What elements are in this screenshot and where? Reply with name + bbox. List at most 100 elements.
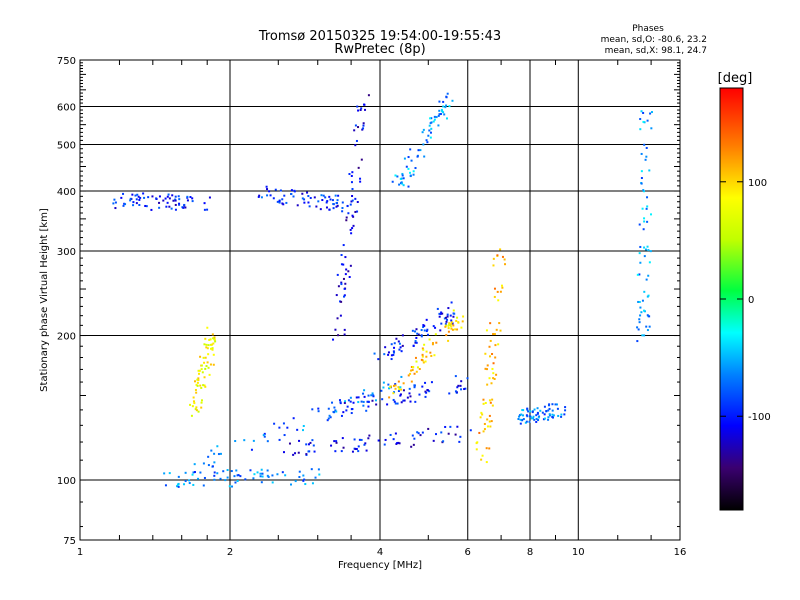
data-point — [488, 420, 491, 423]
data-point — [271, 481, 274, 484]
data-point — [501, 255, 504, 258]
data-point — [642, 228, 645, 231]
data-point — [496, 290, 499, 293]
data-point — [427, 134, 430, 137]
data-point — [349, 264, 352, 267]
data-point — [345, 268, 348, 271]
data-point — [547, 404, 550, 407]
data-point — [452, 309, 455, 312]
data-point — [145, 205, 148, 208]
data-point — [351, 227, 354, 230]
data-point — [166, 201, 169, 204]
data-point — [469, 429, 472, 432]
data-point — [488, 399, 491, 402]
data-point — [351, 450, 354, 453]
data-point — [642, 111, 645, 114]
data-point — [211, 347, 214, 350]
data-point — [430, 117, 433, 120]
data-point — [138, 198, 141, 201]
y-tick-label: 500 — [57, 141, 76, 152]
data-point — [428, 124, 431, 127]
data-point — [306, 191, 309, 194]
data-point — [342, 446, 345, 449]
data-point — [407, 185, 410, 188]
data-point — [413, 386, 416, 389]
data-point — [143, 196, 146, 199]
data-point — [224, 479, 227, 482]
data-point — [438, 100, 441, 103]
data-point — [342, 244, 345, 247]
data-point — [400, 350, 403, 353]
data-point — [122, 204, 125, 207]
data-point — [435, 341, 438, 344]
data-point — [292, 195, 295, 198]
data-point — [455, 319, 458, 322]
data-point — [368, 434, 371, 437]
data-point — [303, 198, 306, 201]
data-point — [184, 471, 187, 474]
data-point — [547, 418, 550, 421]
data-point — [425, 391, 428, 394]
data-point — [433, 118, 436, 121]
data-point — [263, 432, 266, 435]
data-point — [486, 425, 489, 428]
data-point — [491, 404, 494, 407]
data-point — [206, 361, 209, 364]
data-point — [259, 472, 262, 475]
data-point — [162, 199, 165, 202]
data-point — [334, 194, 337, 197]
data-point — [243, 439, 246, 442]
data-point — [646, 119, 649, 122]
data-point — [366, 400, 369, 403]
data-point — [454, 390, 457, 393]
data-point — [646, 205, 649, 208]
data-point — [397, 340, 400, 343]
data-point — [445, 117, 448, 120]
data-point — [649, 250, 652, 253]
colorbar-tick-label: 100 — [748, 178, 767, 189]
data-point — [408, 392, 411, 395]
data-point — [356, 210, 359, 213]
data-point — [410, 365, 413, 368]
data-point — [412, 443, 415, 446]
data-point — [290, 189, 293, 192]
data-point — [643, 255, 646, 258]
data-point — [493, 295, 496, 298]
data-point — [431, 342, 434, 345]
data-point — [392, 392, 395, 395]
data-point — [436, 307, 439, 310]
data-point — [260, 468, 263, 471]
data-point — [456, 328, 459, 331]
data-point — [174, 195, 177, 198]
data-point — [327, 417, 330, 420]
data-point — [362, 122, 365, 125]
data-point — [178, 198, 181, 201]
data-point — [193, 463, 196, 466]
data-point — [200, 399, 203, 402]
data-point — [361, 128, 364, 131]
data-point — [346, 405, 349, 408]
data-point — [430, 354, 433, 357]
data-point — [332, 338, 335, 341]
x-tick-label: 10 — [572, 547, 585, 558]
data-point — [307, 195, 310, 198]
data-point — [641, 207, 644, 210]
data-point — [341, 437, 344, 440]
data-point — [409, 395, 412, 398]
data-point — [462, 315, 465, 318]
data-point — [488, 377, 491, 380]
data-point — [398, 348, 401, 351]
data-point — [415, 341, 418, 344]
data-point — [399, 386, 402, 389]
data-point — [412, 365, 415, 368]
data-point — [464, 387, 467, 390]
data-point — [638, 273, 641, 276]
data-point — [488, 447, 491, 450]
data-point — [459, 435, 462, 438]
data-point — [193, 402, 196, 405]
data-point — [196, 381, 199, 384]
data-point — [349, 396, 352, 399]
data-point — [427, 427, 430, 430]
data-point — [407, 167, 410, 170]
data-point — [414, 341, 417, 344]
